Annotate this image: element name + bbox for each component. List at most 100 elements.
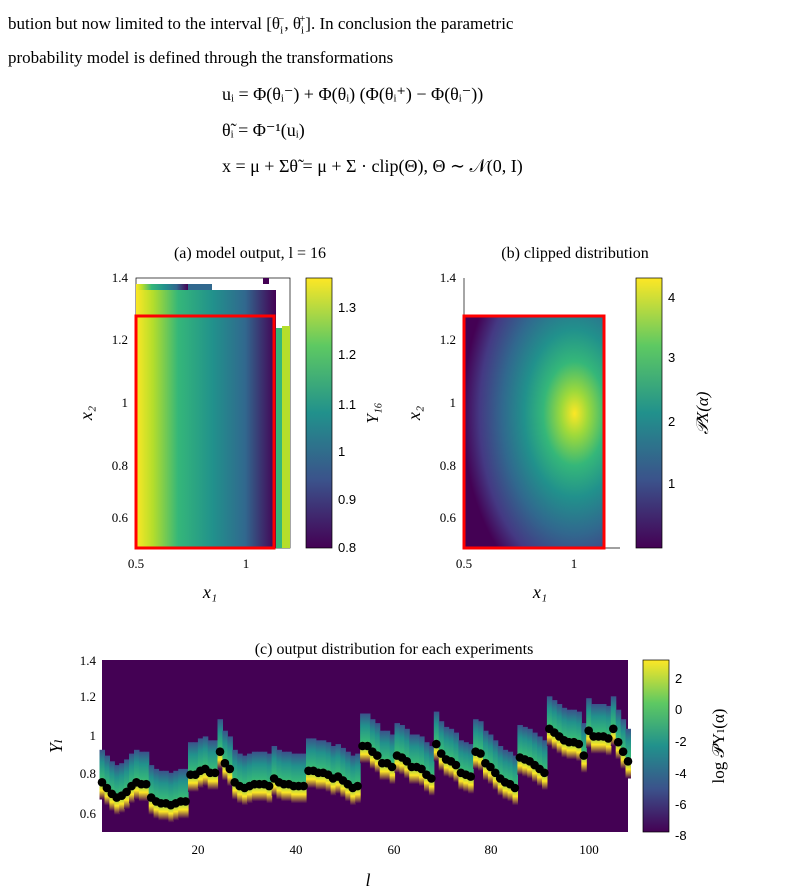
panel-a-ylabel: x₂ (76, 406, 96, 421)
panel-b-ytick: 1 (450, 395, 457, 410)
distribution-band (463, 742, 469, 792)
panel-a-cbtick: 0.8 (338, 540, 356, 555)
data-point (299, 781, 308, 791)
data-point (623, 757, 633, 766)
distribution-band (468, 744, 474, 794)
distribution-band (458, 740, 464, 790)
distribution-band (296, 753, 302, 804)
equation-theta: θ̃ᵢ = Φ⁻¹(uᵢ) (222, 120, 305, 140)
panel-c-bands (99, 696, 631, 823)
distribution-band (502, 749, 509, 800)
data-point (402, 757, 412, 766)
distribution-band (281, 751, 287, 802)
panel-b-xlabel: x₁ (532, 582, 547, 602)
distribution-band (212, 740, 219, 790)
distribution-band (153, 768, 160, 819)
panel-c-cbtick: 0 (675, 702, 682, 717)
distribution-band (369, 719, 376, 769)
distribution-band (315, 740, 322, 790)
distribution-band (256, 751, 263, 802)
distribution-band (320, 740, 327, 790)
panel-b-highlight-box (462, 314, 606, 550)
distribution-band (340, 747, 346, 798)
distribution-band (473, 719, 479, 769)
panel-b-ytick: 1.4 (440, 270, 457, 285)
distribution-band (301, 753, 307, 804)
data-point (141, 779, 151, 789)
panel-a-highlight-box (134, 314, 276, 550)
distribution-band (379, 730, 386, 781)
panel-b: (b) clipped distribution 1.4 1.2 1 0.8 0… (404, 245, 712, 602)
distribution-band (576, 711, 582, 762)
distribution-band (571, 709, 577, 760)
panel-b-cbtick: 3 (668, 350, 675, 365)
panel-a-cbtick: 1.2 (338, 347, 356, 362)
distribution-band (163, 770, 169, 821)
distribution-band (542, 740, 548, 790)
distribution-band (291, 753, 297, 804)
data-point (510, 783, 520, 793)
distribution-band (143, 751, 150, 802)
panel-c-ytick: 1.4 (80, 653, 97, 668)
data-point (363, 741, 372, 751)
distribution-band (527, 728, 533, 779)
data-point (574, 739, 584, 749)
distribution-band (409, 734, 415, 785)
distribution-band (404, 728, 410, 779)
panel-a-ytick: 0.8 (112, 458, 128, 473)
data-point (373, 751, 382, 760)
distribution-band (227, 736, 233, 787)
panel-a-xtick: 0.5 (128, 556, 144, 571)
data-point (102, 783, 112, 793)
distribution-band (158, 770, 164, 821)
distribution-band (124, 759, 130, 810)
distribution-band (129, 753, 135, 804)
distribution-band (335, 744, 341, 794)
data-point (427, 774, 436, 783)
panel-c-ytick: 1.2 (80, 689, 96, 704)
panel-a-colorbar-label: Y₁₆ (363, 402, 382, 423)
distribution-band (247, 753, 253, 804)
data-point (476, 749, 485, 758)
distribution-band (419, 736, 425, 787)
panel-c-xtick: 60 (388, 842, 401, 857)
panel-c-xtick: 20 (192, 842, 205, 857)
distribution-band (551, 700, 558, 750)
distribution-band (286, 751, 292, 802)
distribution-band (173, 770, 179, 821)
distribution-band (261, 751, 268, 802)
distribution-band (183, 768, 189, 819)
panel-b-cbtick: 2 (668, 414, 675, 429)
panel-b-ytick: 0.8 (440, 458, 456, 473)
distribution-band (355, 753, 361, 804)
panel-c-xtick: 100 (579, 842, 599, 857)
data-point (353, 781, 362, 791)
distribution-band (242, 755, 248, 806)
panel-c-cbtick: -8 (675, 828, 687, 843)
panel-a-xtick: 1 (243, 556, 250, 571)
panel-c-title: (c) output distribution for each experim… (255, 641, 534, 658)
distribution-band (561, 707, 568, 758)
data-point (451, 760, 461, 770)
panel-b-colorbar (635, 277, 663, 549)
distribution-band (374, 723, 381, 773)
distribution-band (310, 738, 317, 789)
panel-c-colorbar-label: log 𝒫Yₗ(α) (709, 709, 728, 784)
distribution-band (601, 704, 607, 754)
distribution-band (610, 696, 617, 746)
distribution-band (443, 726, 450, 777)
distribution-band (615, 709, 622, 760)
distribution-band (109, 761, 115, 811)
panel-c-points (97, 724, 633, 810)
distribution-band (345, 751, 351, 802)
equation-u: uᵢ = Φ(θᵢ⁻) + Φ(θᵢ) (Φ(θᵢ⁺) − Φ(θᵢ⁻)) (222, 84, 484, 104)
distribution-band (620, 719, 627, 769)
distribution-band (478, 721, 484, 771)
distribution-band (483, 730, 489, 781)
distribution-band (207, 740, 214, 790)
distribution-band (114, 765, 120, 815)
data-point (486, 762, 495, 772)
panel-a-heatmap (136, 290, 276, 548)
data-point (584, 726, 593, 735)
panel-c-xtick: 80 (485, 842, 498, 857)
